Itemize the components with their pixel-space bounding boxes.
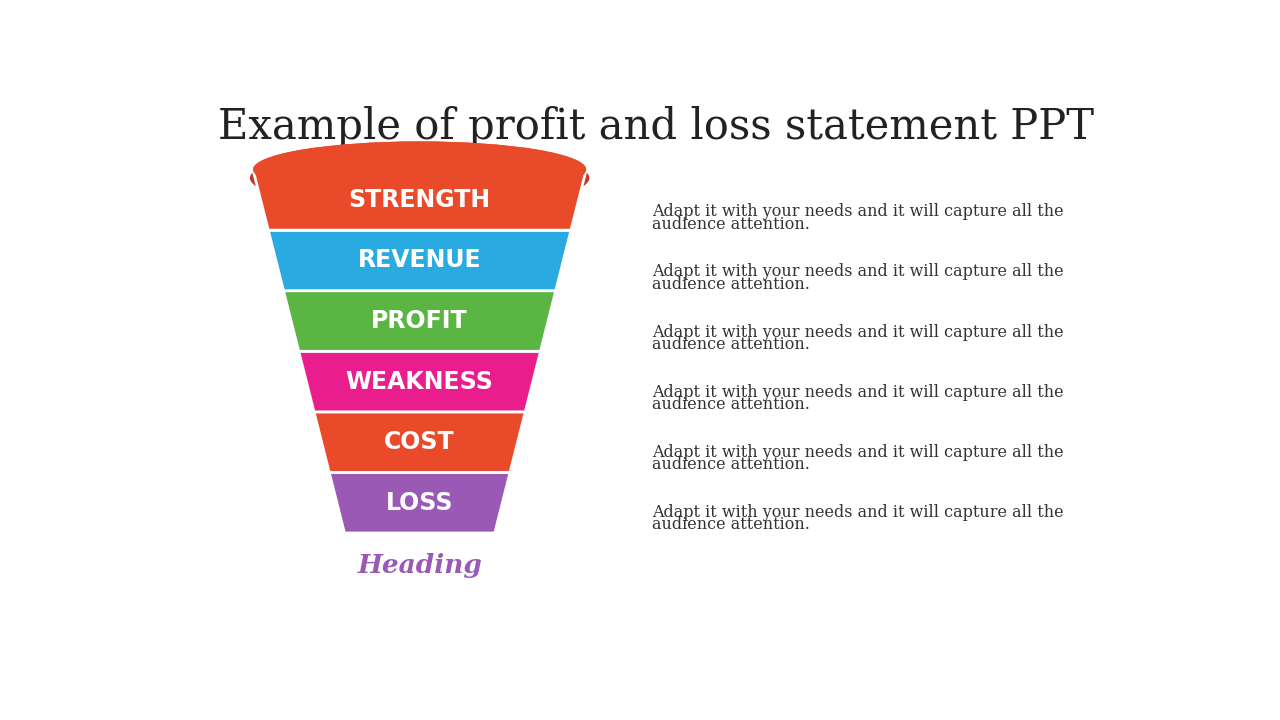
Text: STRENGTH: STRENGTH — [348, 188, 490, 212]
Polygon shape — [253, 169, 586, 230]
Text: Adapt it with your needs and it will capture all the: Adapt it with your needs and it will cap… — [652, 264, 1064, 281]
Text: Adapt it with your needs and it will capture all the: Adapt it with your needs and it will cap… — [652, 444, 1064, 461]
Text: Adapt it with your needs and it will capture all the: Adapt it with your needs and it will cap… — [652, 204, 1064, 220]
Text: audience attention.: audience attention. — [652, 276, 810, 293]
Polygon shape — [253, 169, 586, 230]
Polygon shape — [314, 412, 525, 472]
Text: audience attention.: audience attention. — [652, 516, 810, 533]
Text: audience attention.: audience attention. — [652, 336, 810, 353]
Text: Adapt it with your needs and it will capture all the: Adapt it with your needs and it will cap… — [652, 323, 1064, 341]
Text: Heading: Heading — [357, 553, 483, 578]
Ellipse shape — [253, 141, 586, 198]
Text: Adapt it with your needs and it will capture all the: Adapt it with your needs and it will cap… — [652, 384, 1064, 400]
Text: REVENUE: REVENUE — [358, 248, 481, 272]
Text: COST: COST — [384, 430, 454, 454]
Ellipse shape — [250, 147, 589, 210]
Text: LOSS: LOSS — [385, 491, 453, 515]
Ellipse shape — [253, 141, 586, 198]
Text: WEAKNESS: WEAKNESS — [346, 369, 494, 394]
Polygon shape — [269, 230, 571, 291]
Polygon shape — [329, 472, 509, 533]
Text: audience attention.: audience attention. — [652, 456, 810, 473]
Text: PROFIT: PROFIT — [371, 309, 468, 333]
Text: Adapt it with your needs and it will capture all the: Adapt it with your needs and it will cap… — [652, 504, 1064, 521]
Text: audience attention.: audience attention. — [652, 216, 810, 233]
Polygon shape — [283, 291, 556, 351]
Text: audience attention.: audience attention. — [652, 396, 810, 413]
Text: Example of profit and loss statement PPT: Example of profit and loss statement PPT — [218, 106, 1094, 148]
Polygon shape — [298, 351, 540, 412]
